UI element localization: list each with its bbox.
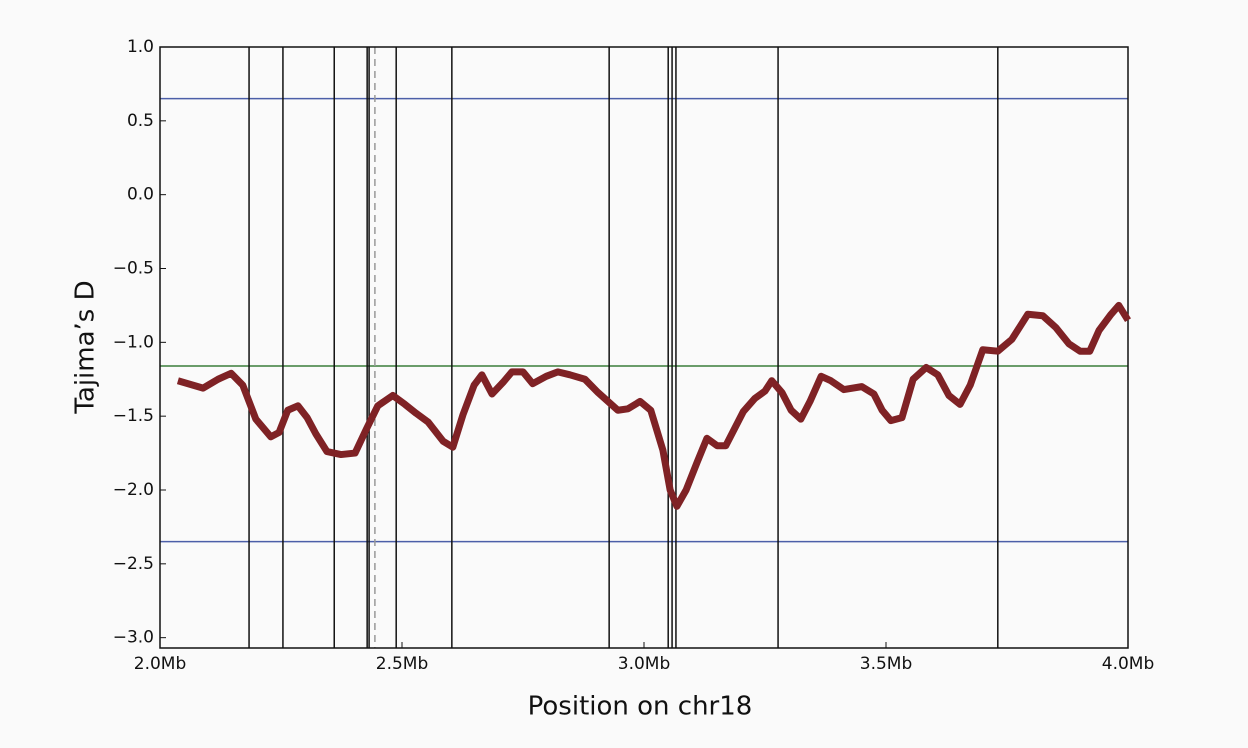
x-tick-label: 2.5Mb: [376, 654, 429, 674]
y-tick-label: −1.0: [113, 332, 154, 352]
y-tick-label: −2.5: [113, 554, 154, 574]
y-tick-label: −3.0: [113, 628, 154, 648]
x-tick-label: 3.0Mb: [618, 654, 671, 674]
data-line: [176, 301, 1131, 510]
y-axis-label: Tajima’s D: [71, 280, 101, 414]
y-tick-label: −2.0: [113, 480, 154, 500]
y-tick-label: 0.5: [127, 111, 154, 131]
y-tick-label: −1.5: [113, 406, 154, 426]
y-tick-label: 1.0: [127, 37, 154, 57]
x-axis-label: Position on chr18: [528, 692, 753, 722]
x-tick-label: 3.5Mb: [860, 654, 913, 674]
y-tick-label: 0.0: [127, 185, 154, 205]
y-tick-label: −0.5: [113, 258, 154, 278]
x-tick-label: 4.0Mb: [1102, 654, 1155, 674]
x-tick-label: 2.0Mb: [134, 654, 187, 674]
